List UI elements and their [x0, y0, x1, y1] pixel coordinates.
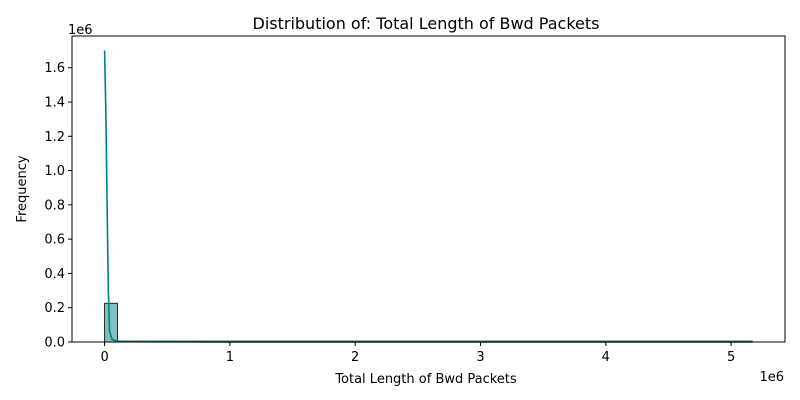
- plot-area-frame: [71, 35, 786, 343]
- x-tick-label: 5: [727, 350, 735, 365]
- x-axis-label: Total Length of Bwd Packets: [334, 372, 517, 387]
- y-axis-ticks: 0.0 0.2 0.4 0.6 0.8 1.0 1.2 1.4 1.6: [44, 61, 72, 351]
- y-tick-label: 0.0: [44, 336, 65, 351]
- y-tick-label: 1.6: [44, 61, 65, 76]
- y-tick-label: 1.2: [44, 130, 65, 145]
- y-tick-label: 0.8: [44, 198, 65, 213]
- kde-curve: [103, 50, 753, 343]
- x-tick-label: 2: [351, 350, 359, 365]
- chart-title: Distribution of: Total Length of Bwd Pac…: [253, 14, 600, 33]
- x-tick-label: 3: [476, 350, 484, 365]
- x-offset-label: 1e6: [759, 370, 784, 385]
- y-tick-label: 0.6: [44, 233, 65, 248]
- y-offset-label: 1e6: [68, 23, 93, 38]
- histogram-bars: [104, 302, 753, 343]
- y-tick-label: 0.2: [44, 301, 65, 316]
- y-tick-label: 1.4: [44, 96, 65, 111]
- x-axis-ticks: 0 1 2 3 4 5: [100, 342, 735, 365]
- y-tick-label: 1.0: [44, 164, 65, 179]
- x-tick-label: 1: [226, 350, 234, 365]
- y-tick-label: 0.4: [44, 267, 65, 282]
- y-axis-label: Frequency: [15, 155, 30, 222]
- kde-line: [103, 50, 753, 343]
- x-tick-label: 0: [100, 350, 108, 365]
- x-tick-label: 4: [602, 350, 610, 365]
